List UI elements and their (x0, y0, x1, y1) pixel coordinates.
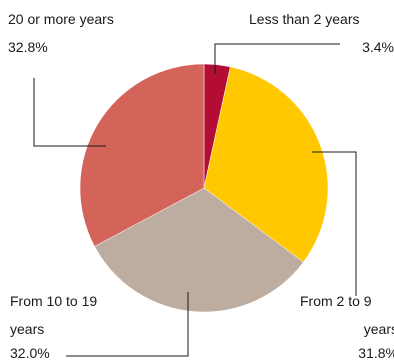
leader-lines (33, 43, 357, 357)
leader-line-10-to-19-years (66, 292, 189, 357)
leader-line-2-to-9-years (312, 151, 357, 296)
slice-label-20-or-more-years: 20 or more years (8, 11, 114, 27)
slice-label-10-to-19-years-line2: years (10, 321, 44, 337)
slice-label-10-to-19-years-line1: From 10 to 19 (10, 293, 97, 309)
pie-slice-1 (203, 66, 329, 263)
slice-value-2-to-9-years: 31.8% (358, 345, 394, 361)
slice-value-less-than-2-years: 3.4% (362, 39, 394, 55)
leader-line-20-or-more-years (33, 78, 106, 147)
pie-slice-2 (94, 187, 304, 313)
slice-value-20-or-more-years: 32.8% (8, 39, 48, 55)
pie-slice-3 (79, 63, 205, 247)
slice-value-10-to-19-years: 32.0% (10, 345, 50, 361)
leader-line-less-than-2-years (214, 43, 340, 74)
slice-label-2-to-9-years-line2: years (364, 321, 394, 337)
slice-label-less-than-2-years: Less than 2 years (249, 11, 360, 27)
pie-slices (79, 63, 329, 313)
slice-label-2-to-9-years-line1: From 2 to 9 (300, 293, 372, 309)
